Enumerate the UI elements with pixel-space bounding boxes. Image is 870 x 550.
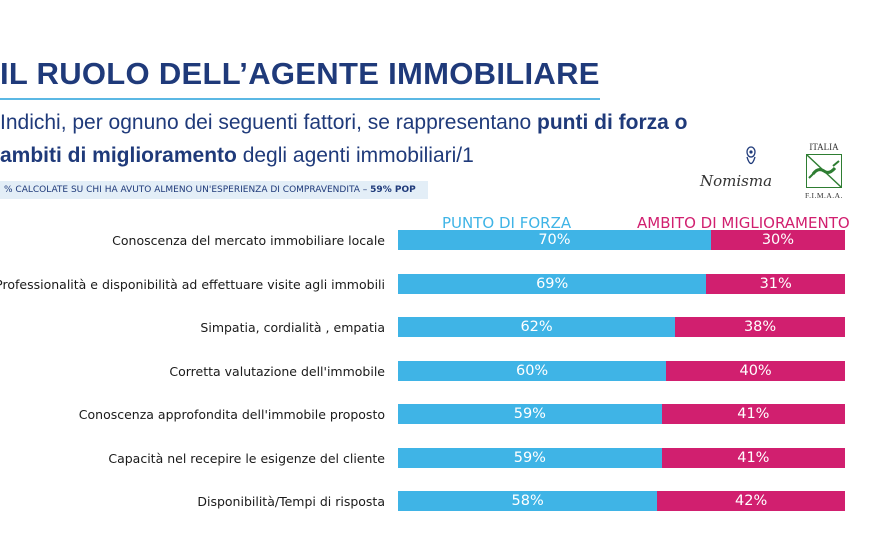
category-label: Corretta valutazione dell'immobile — [169, 363, 385, 379]
nomisma-logo: Nomisma — [700, 146, 790, 196]
title-divider — [0, 98, 600, 100]
value-label-punto-di-forza: 59% — [513, 449, 546, 466]
legend-ambito-di-miglioramento: AMBITO DI MIGLIORAMENTO — [637, 214, 850, 232]
bar-punto-di-forza — [398, 447, 662, 468]
category-label: Conoscenza approfondita dell'immobile pr… — [78, 407, 385, 422]
subtitle: Indichi, per ognuno dei seguenti fattori… — [0, 106, 688, 172]
bar-ambito-di-miglioramento — [666, 360, 845, 381]
base-note: % CALCOLATE SU CHI HA AVUTO ALMENO UN'ES… — [0, 181, 428, 199]
category-label: Capacità nel recepire le esigenze del cl… — [108, 450, 385, 466]
page-title: IL RUOLO DELL’AGENTE IMMOBILIARE — [0, 56, 600, 91]
value-label-ambito-di-miglioramento: 41% — [737, 406, 770, 422]
subtitle-line-2-text: degli agenti immobiliari/1 — [236, 144, 474, 167]
value-label-punto-di-forza: 59% — [513, 406, 546, 422]
category-label: Conoscenza del mercato immobiliare local… — [112, 233, 385, 248]
bar-ambito-di-miglioramento — [657, 491, 845, 511]
bar-punto-di-forza — [398, 491, 658, 511]
subtitle-line-1-emphasis: punti di forza o — [537, 111, 688, 134]
subtitle-line-1: Indichi, per ognuno dei seguenti fattori… — [0, 106, 688, 139]
value-label-ambito-di-miglioramento: 41% — [737, 449, 770, 466]
fimaa-acronym: F.I.M.A.A. — [805, 191, 843, 200]
value-label-ambito-di-miglioramento: 38% — [743, 319, 777, 335]
bar-ambito-di-miglioramento — [661, 447, 845, 468]
base-note-text: % CALCOLATE SU CHI HA AVUTO ALMENO UN'ES… — [4, 185, 371, 195]
bar-punto-di-forza — [398, 360, 667, 381]
value-label-ambito-di-miglioramento: 42% — [735, 493, 768, 509]
bar-punto-di-forza — [398, 404, 662, 424]
bar-ambito-di-miglioramento — [675, 317, 845, 337]
value-label-ambito-di-miglioramento: 30% — [761, 232, 795, 248]
nomisma-wordmark: Nomisma — [700, 172, 773, 190]
bar-punto-di-forza — [398, 273, 707, 294]
fimaa-country: ITALIA — [809, 142, 839, 152]
subtitle-line-1-text: Indichi, per ognuno dei seguenti fattori… — [0, 111, 538, 134]
nomisma-emblem-icon — [746, 146, 756, 165]
bar-ambito-di-miglioramento — [710, 230, 845, 250]
value-label-punto-di-forza: 69% — [536, 275, 569, 292]
category-label: Professionalità e disponibilità ad effet… — [0, 276, 385, 292]
bar-punto-di-forza — [398, 317, 676, 337]
subtitle-line-2: ambiti di miglioramento degli agenti imm… — [0, 139, 688, 172]
bar-ambito-di-miglioramento — [706, 273, 845, 294]
bar-ambito-di-miglioramento — [661, 404, 845, 424]
category-label: Disponibilità/Tempi di risposta — [197, 494, 385, 509]
category-label: Simpatia, cordialità , empatia — [200, 320, 385, 335]
fimaa-handshake-icon — [806, 154, 842, 188]
value-label-punto-di-forza: 58% — [511, 493, 544, 509]
subtitle-line-2-emphasis: ambiti di miglioramento — [0, 144, 237, 167]
base-note-pop: 59% POP — [370, 185, 416, 195]
value-label-punto-di-forza: 62% — [520, 319, 553, 335]
legend-punto-di-forza: PUNTO DI FORZA — [442, 214, 572, 232]
value-label-punto-di-forza: 70% — [538, 232, 571, 248]
bar-punto-di-forza — [398, 230, 711, 250]
value-label-ambito-di-miglioramento: 31% — [759, 275, 792, 292]
value-label-punto-di-forza: 60% — [515, 362, 549, 379]
value-label-ambito-di-miglioramento: 40% — [739, 362, 772, 379]
fimaa-logo: ITALIA F.I.M.A.A. — [800, 142, 860, 200]
